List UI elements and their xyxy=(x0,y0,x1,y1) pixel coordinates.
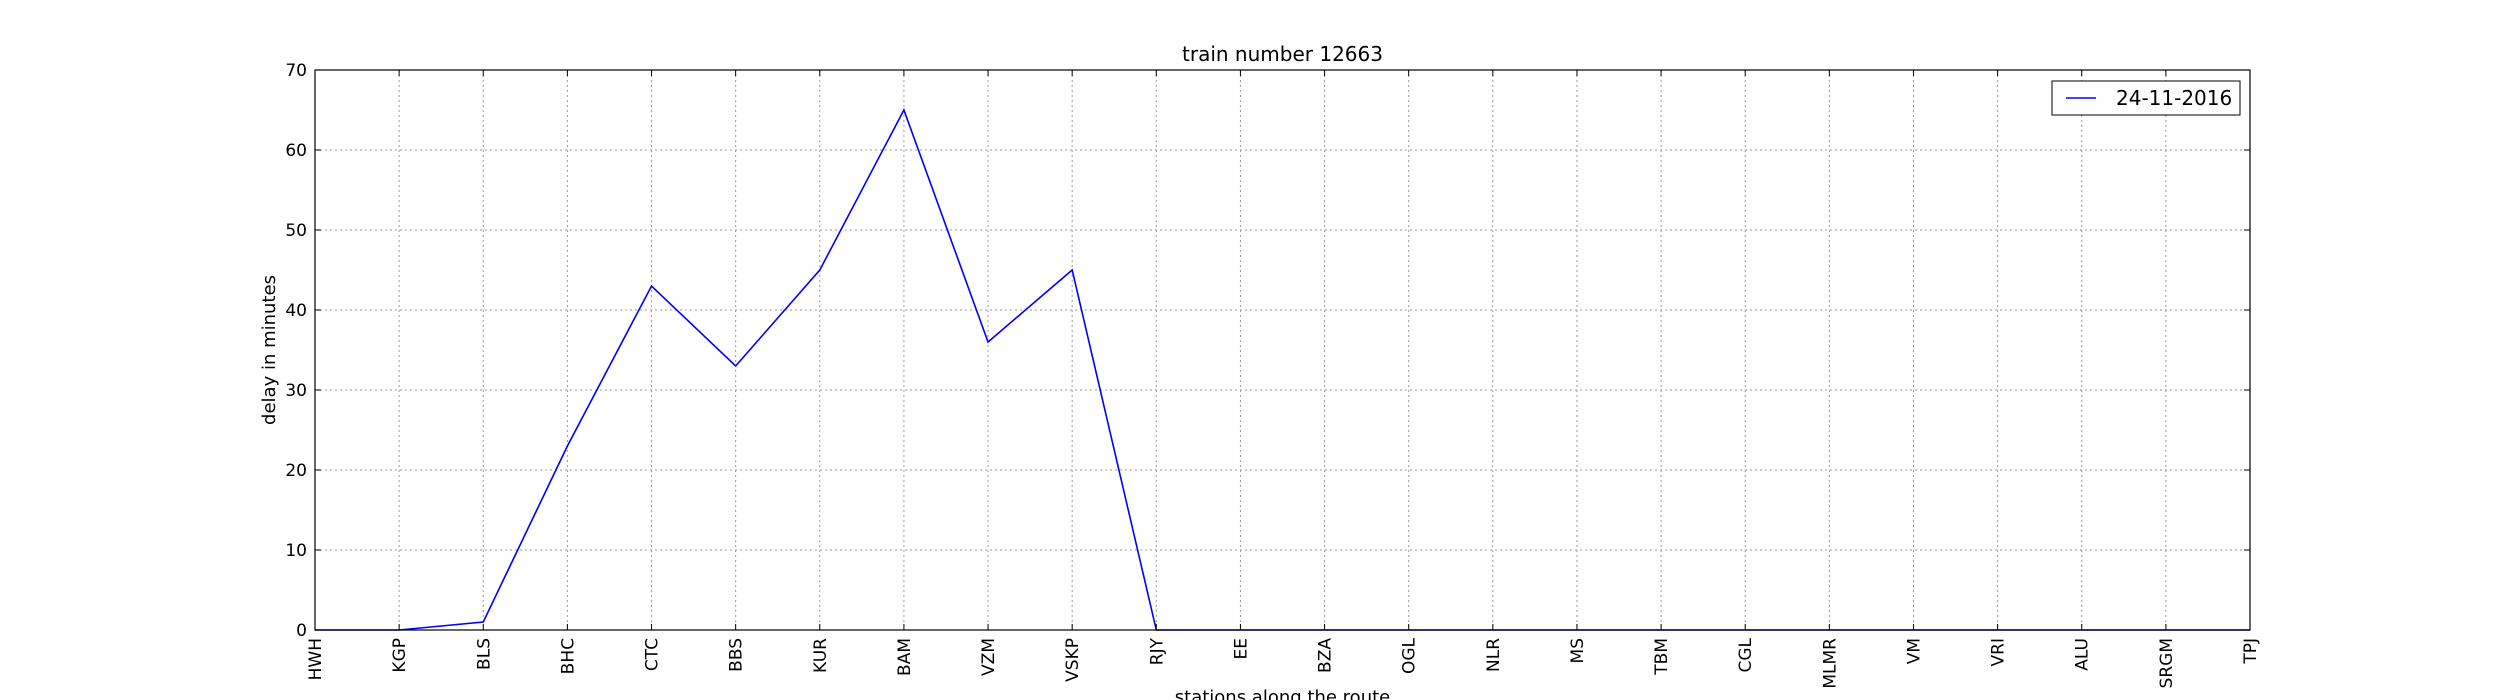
x-axis-title: stations along the route xyxy=(1175,687,1390,700)
y-tick-label: 50 xyxy=(285,221,307,241)
series-layer xyxy=(315,108,2250,631)
x-tick-label: CTC xyxy=(643,638,663,671)
ticks-layer xyxy=(314,69,2251,631)
x-tick-label: MS xyxy=(1568,638,1588,663)
x-tick-label: CGL xyxy=(1736,637,1756,672)
y-tick-label: 40 xyxy=(285,301,307,321)
chart-title: train number 12663 xyxy=(1182,42,1383,66)
y-tick-label: 0 xyxy=(296,621,307,641)
x-tick-label: BBS xyxy=(727,638,747,672)
x-tick-label: KUR xyxy=(811,638,831,673)
grid-layer xyxy=(315,70,2250,630)
x-tick-label: KGP xyxy=(390,638,410,673)
series-line xyxy=(315,108,2250,631)
labels-layer: HWH KGP BLS BHC CTC BBS KUR BAM VZM VSKP RJY EE BZA O… xyxy=(285,61,2261,689)
x-tick-label: NLR xyxy=(1484,638,1504,672)
x-tick-label: OGL xyxy=(1400,637,1420,674)
legend-label: 24-11-2016 xyxy=(2116,86,2232,110)
x-tick-label: HWH xyxy=(306,638,326,680)
x-tick-label: BZA xyxy=(1316,638,1336,673)
x-tick-label: EE xyxy=(1231,638,1251,659)
legend: 24-11-2016 xyxy=(2051,80,2241,116)
y-tick-label: 70 xyxy=(285,61,307,81)
plot-frame xyxy=(314,69,2251,631)
x-tick-label: ALU xyxy=(2073,638,2093,671)
x-tick-label: VRI xyxy=(1989,638,2009,666)
y-tick-label: 30 xyxy=(285,381,307,401)
y-axis-title: delay in minutes xyxy=(259,275,280,425)
y-tick-label: 10 xyxy=(285,541,307,561)
x-tick-label: BLS xyxy=(474,638,494,670)
x-tick-label: VSKP xyxy=(1063,638,1083,682)
y-tick-label: 60 xyxy=(285,141,307,161)
x-tick-label: MLMR xyxy=(1820,638,1840,689)
y-tick-label: 20 xyxy=(285,461,307,481)
x-tick-label: BAM xyxy=(895,638,915,676)
x-tick-label: VZM xyxy=(979,638,999,676)
x-tick-label: VM xyxy=(1904,638,1924,664)
x-tick-label: BHC xyxy=(558,638,578,674)
x-tick-label: TBM xyxy=(1652,638,1672,676)
x-tick-label: TPJ xyxy=(2241,638,2261,665)
x-tick-label: SRGM xyxy=(2157,638,2177,688)
x-tick-label: RJY xyxy=(1147,637,1167,665)
